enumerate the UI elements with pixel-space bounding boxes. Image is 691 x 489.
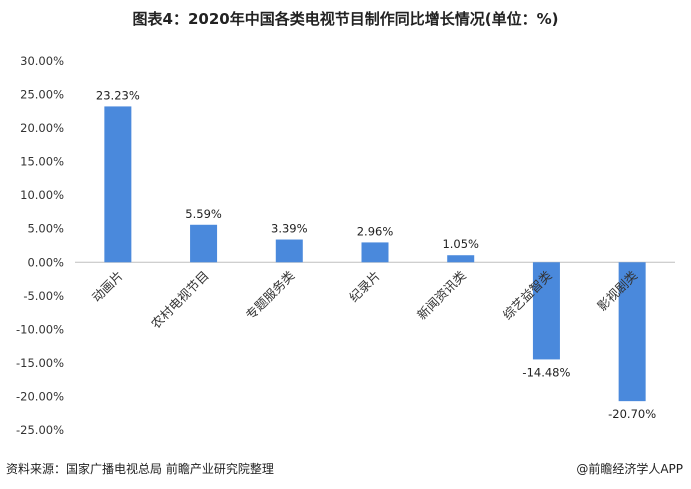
- y-tick-label: -15.00%: [16, 356, 64, 370]
- data-labels-group: 23.23% 5.59% 3.39% 2.96% 1.05% -14.48% -20.70%: [96, 88, 656, 421]
- category-label: 农村电视节目: [148, 268, 212, 332]
- category-label: 动画片: [89, 268, 126, 305]
- category-label: 专题服务类: [243, 267, 298, 322]
- y-tick-label: 25.00%: [20, 88, 64, 102]
- data-label: -14.48%: [522, 365, 570, 379]
- data-label: -20.70%: [608, 407, 656, 421]
- y-axis: 30.00% 25.00% 20.00% 15.00% 10.00% 5.00% 0.00%…: [16, 54, 64, 437]
- y-tick-label: -5.00%: [23, 289, 64, 303]
- source-note: 资料来源：国家广播电视总局 前瞻产业研究院整理: [6, 462, 274, 476]
- category-label: 新闻资讯类: [414, 267, 469, 322]
- bar: [361, 242, 389, 263]
- data-label: 1.05%: [442, 237, 479, 251]
- y-tick-label: -10.00%: [16, 322, 64, 336]
- bar: [104, 106, 132, 263]
- bar: [532, 262, 560, 360]
- data-label: 23.23%: [96, 88, 140, 102]
- y-tick-label: -20.00%: [16, 389, 64, 403]
- y-tick-label: 20.00%: [20, 121, 64, 135]
- bars-group: [104, 106, 646, 402]
- y-tick-label: 15.00%: [20, 155, 64, 169]
- y-tick-label: 30.00%: [20, 54, 64, 68]
- bar: [618, 262, 646, 402]
- brand-credit: @前瞻经济学人APP: [576, 462, 683, 476]
- data-label: 2.96%: [357, 224, 394, 238]
- y-tick-label: -25.00%: [16, 423, 64, 437]
- chart-title: 图表4：2020年中国各类电视节目制作同比增长情况(单位：%): [132, 10, 559, 28]
- category-label: 纪录片: [346, 268, 383, 305]
- y-tick-label: 10.00%: [20, 188, 64, 202]
- data-label: 3.39%: [271, 222, 308, 236]
- bar: [275, 239, 303, 263]
- y-tick-label: 0.00%: [27, 255, 64, 269]
- bar: [447, 255, 475, 263]
- bar: [190, 224, 218, 263]
- y-tick-label: 5.00%: [27, 222, 64, 236]
- data-label: 5.59%: [185, 207, 222, 221]
